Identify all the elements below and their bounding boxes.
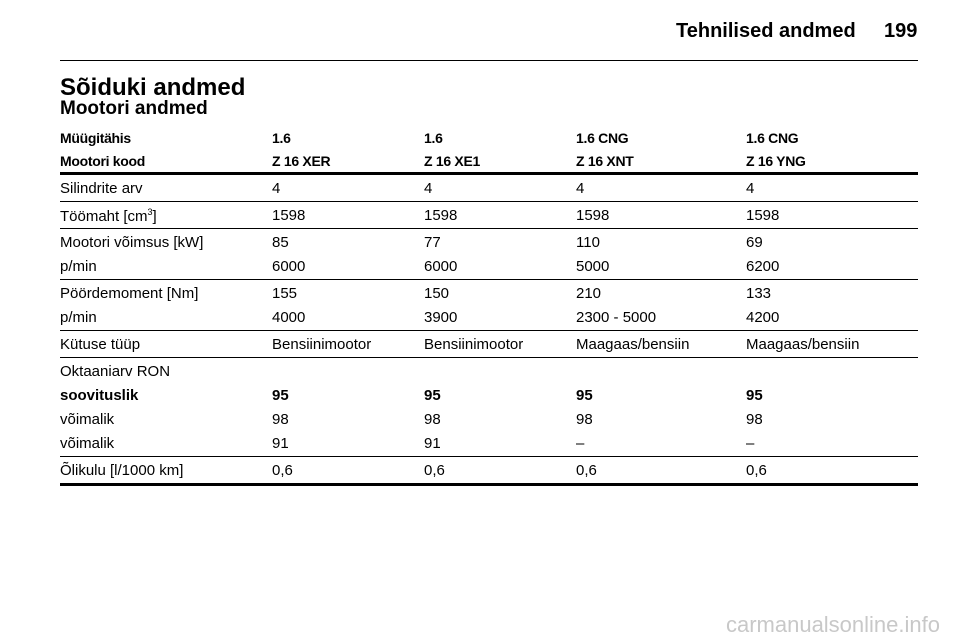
row-label: Õlikulu [l/1000 km] bbox=[60, 462, 184, 479]
cell-value: 95 bbox=[272, 387, 289, 404]
row-label: soovituslik bbox=[60, 387, 139, 404]
table-row: Kütuse tüüp Bensiinimootor Bensiinimootor M… bbox=[60, 332, 918, 356]
section-title: Sõiduki andmed bbox=[60, 74, 246, 101]
label-part: Töömaht [cm bbox=[60, 208, 148, 225]
row-group: Kütuse tüüp Bensiinimootor Bensiinimootor M… bbox=[60, 330, 918, 357]
cell-value: 4200 bbox=[746, 309, 780, 326]
row-group: Töömaht [cm3] 1598 1598 1598 1598 bbox=[60, 201, 918, 228]
cell-value: 98 bbox=[746, 411, 763, 428]
row-label: p/min bbox=[60, 309, 97, 326]
row-label: Mootori kood bbox=[60, 153, 146, 169]
header-rule bbox=[60, 60, 918, 61]
cell-value: 98 bbox=[424, 411, 441, 428]
row-label: võimalik bbox=[60, 435, 115, 452]
cell-value: 85 bbox=[272, 234, 289, 251]
cell-value: 77 bbox=[424, 234, 441, 251]
cell-value: 6000 bbox=[424, 258, 458, 275]
cell-value: Z 16 YNG bbox=[746, 153, 806, 169]
cell-value: 0,6 bbox=[272, 462, 293, 479]
cell-value: 1.6 bbox=[424, 130, 443, 146]
row-label: võimalik bbox=[60, 411, 115, 428]
cell-value: Z 16 XE1 bbox=[424, 153, 480, 169]
cell-value: 3900 bbox=[424, 309, 458, 326]
table-row: p/min 6000 6000 5000 6200 bbox=[60, 254, 918, 278]
cell-value: Maagaas/bensiin bbox=[746, 336, 860, 353]
row-group: Mootori võimsus [kW] 85 77 110 69 p/min 6000 60… bbox=[60, 228, 918, 279]
cell-value: 1598 bbox=[576, 207, 610, 224]
cell-value: 1.6 CNG bbox=[746, 130, 799, 146]
cell-value: 4 bbox=[576, 180, 585, 197]
row-label: Oktaaniarv RON bbox=[60, 363, 171, 380]
table-row: Töömaht [cm3] 1598 1598 1598 1598 bbox=[60, 203, 918, 227]
row-label: Silindrite arv bbox=[60, 180, 143, 197]
row-label: Kütuse tüüp bbox=[60, 336, 141, 353]
cell-value: – bbox=[576, 435, 585, 452]
cell-value: 6200 bbox=[746, 258, 780, 275]
cell-value: 5000 bbox=[576, 258, 610, 275]
table-head: Müügitähis 1.6 1.6 1.6 CNG 1.6 CNG Mootori ko… bbox=[60, 126, 918, 172]
label-part: ] bbox=[152, 208, 157, 225]
row-group: Oktaaniarv RON soovituslik 95 95 95 95 võimali… bbox=[60, 357, 918, 456]
cell-value: 1.6 CNG bbox=[576, 130, 629, 146]
cell-value: 1598 bbox=[272, 207, 306, 224]
cell-value: 4 bbox=[746, 180, 755, 197]
cell-value: 91 bbox=[272, 435, 289, 452]
cell-value: 155 bbox=[272, 285, 298, 302]
page-number: 199 bbox=[884, 20, 918, 42]
cell-value: 98 bbox=[576, 411, 593, 428]
table-row: Silindrite arv 4 4 4 4 bbox=[60, 176, 918, 200]
cell-value: Bensiinimootor bbox=[272, 336, 372, 353]
cell-value: 110 bbox=[576, 234, 600, 251]
cell-value: 1.6 bbox=[272, 130, 291, 146]
row-group: Pöördemoment [Nm] 155 150 210 133 p/min 4000 39… bbox=[60, 279, 918, 330]
cell-value: 0,6 bbox=[746, 462, 767, 479]
cell-value: 95 bbox=[576, 387, 593, 404]
row-label: Mootori võimsus [kW] bbox=[60, 234, 204, 251]
cell-value: 6000 bbox=[272, 258, 306, 275]
cell-value: 210 bbox=[576, 285, 602, 302]
cell-value: 4 bbox=[272, 180, 281, 197]
cell-value: 95 bbox=[746, 387, 763, 404]
table-row: p/min 4000 3900 2300 - 5000 4200 bbox=[60, 305, 918, 329]
cell-value: 4 bbox=[424, 180, 433, 197]
row-label: p/min bbox=[60, 258, 97, 275]
spec-table: Müügitähis 1.6 1.6 1.6 CNG 1.6 CNG Mootori ko… bbox=[60, 126, 918, 486]
cell-value: 2300 - 5000 bbox=[576, 309, 657, 326]
cell-value: 91 bbox=[424, 435, 441, 452]
cell-value: 1598 bbox=[746, 207, 780, 224]
cell-value: Z 16 XNT bbox=[576, 153, 634, 169]
cell-value: Z 16 XER bbox=[272, 153, 331, 169]
head-row: Müügitähis 1.6 1.6 1.6 CNG 1.6 CNG bbox=[60, 126, 918, 149]
row-label: Müügitähis bbox=[60, 130, 131, 146]
table-row: Mootori võimsus [kW] 85 77 110 69 bbox=[60, 230, 918, 254]
section-subtitle: Mootori andmed bbox=[60, 98, 208, 119]
cell-value: 98 bbox=[272, 411, 289, 428]
table-row: Õlikulu [l/1000 km] 0,6 0,6 0,6 0,6 bbox=[60, 458, 918, 482]
cell-value: Bensiinimootor bbox=[424, 336, 524, 353]
row-label: Töömaht [cm3] bbox=[60, 207, 157, 225]
cell-value: 150 bbox=[424, 285, 450, 302]
row-group: Õlikulu [l/1000 km] 0,6 0,6 0,6 0,6 bbox=[60, 456, 918, 486]
cell-value: 133 bbox=[746, 285, 772, 302]
head-row: Mootori kood Z 16 XER Z 16 XE1 Z 16 XNT Z 16… bbox=[60, 149, 918, 172]
table-row: võimalik 98 98 98 98 bbox=[60, 407, 918, 431]
row-label: Pöördemoment [Nm] bbox=[60, 285, 199, 302]
watermark: carmanualsonline.info bbox=[725, 612, 940, 637]
cell-value: – bbox=[746, 435, 755, 452]
cell-value: 69 bbox=[746, 234, 763, 251]
table-row: Oktaaniarv RON bbox=[60, 359, 918, 383]
cell-value: 4000 bbox=[272, 309, 306, 326]
cell-value: Maagaas/bensiin bbox=[576, 336, 690, 353]
table-row: võimalik 91 91 – – bbox=[60, 431, 918, 455]
table-row: Pöördemoment [Nm] 155 150 210 133 bbox=[60, 281, 918, 305]
table-row: soovituslik 95 95 95 95 bbox=[60, 383, 918, 407]
cell-value: 1598 bbox=[424, 207, 458, 224]
cell-value: 0,6 bbox=[424, 462, 445, 479]
cell-value: 0,6 bbox=[576, 462, 597, 479]
header-title: Tehnilised andmed bbox=[676, 20, 856, 42]
superscript: 3 bbox=[147, 207, 153, 217]
row-group: Silindrite arv 4 4 4 4 bbox=[60, 172, 918, 201]
cell-value: 95 bbox=[424, 387, 441, 404]
